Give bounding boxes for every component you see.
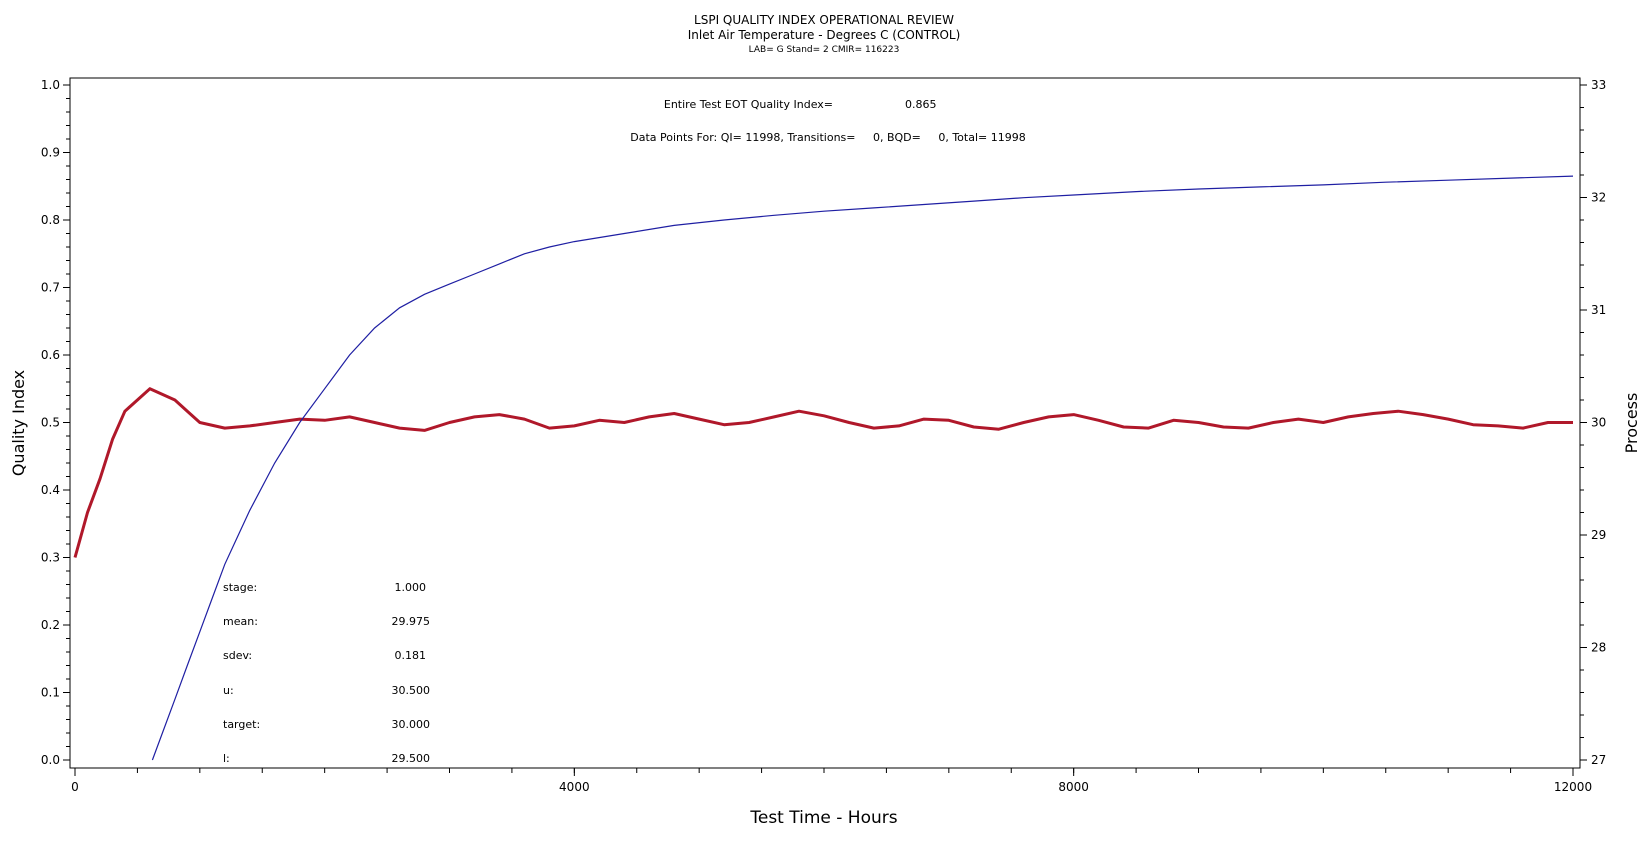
stat-label: stage: (223, 581, 257, 594)
y-right-axis-label: Process (1622, 393, 1641, 454)
chart-subtitle-2: LAB= G Stand= 2 CMIR= 116223 (749, 45, 900, 55)
y-left-tick-label: 0.5 (41, 416, 60, 430)
stat-value: 29.975 (392, 615, 431, 628)
x-tick-label: 0 (71, 780, 79, 794)
y-left-tick-label: 0.7 (41, 281, 60, 295)
eot-quality-label: Entire Test EOT Quality Index= (664, 98, 833, 111)
y-right-tick-label: 32 (1591, 191, 1606, 205)
eot-quality-value: 0.865 (905, 98, 937, 111)
stat-value: 0.181 (395, 649, 427, 662)
y-right-tick-label: 27 (1591, 753, 1606, 767)
stat-label: target: (223, 718, 260, 731)
series-process-line (73, 387, 1573, 558)
series-quality-index-line (151, 175, 1574, 761)
y-left-tick-label: 0.4 (41, 483, 60, 497)
chart-subtitle: Inlet Air Temperature - Degrees C (CONTR… (688, 28, 961, 42)
y-right-tick-label: 33 (1591, 78, 1606, 92)
chart-title: LSPI QUALITY INDEX OPERATIONAL REVIEW (694, 13, 954, 27)
stat-label: u: (223, 684, 234, 697)
x-tick-label: 8000 (1058, 780, 1089, 794)
y-left-axis-label: Quality Index (9, 370, 28, 476)
stat-value: 30.500 (392, 684, 431, 697)
y-left-tick-label: 0.2 (41, 618, 60, 632)
y-right-tick-label: 31 (1591, 303, 1606, 317)
y-right-tick-label: 29 (1591, 528, 1606, 542)
stat-value: 30.000 (392, 718, 431, 731)
x-axis-label: Test Time - Hours (749, 808, 897, 828)
plot-area (69, 77, 1581, 769)
y-left-tick-label: 0.8 (41, 213, 60, 227)
stat-label: sdev: (223, 649, 252, 662)
datapoints-annotation: Data Points For: QI= 11998, Transitions=… (630, 131, 1025, 144)
y-left-tick-label: 0.0 (41, 753, 60, 767)
y-right-tick-label: 28 (1591, 641, 1606, 655)
stat-label: l: (223, 752, 230, 765)
x-axis-ticks: 0 4000 8000 12000 (71, 768, 1592, 794)
stats-block: stage: 1.000 mean: 29.975 sdev: 0.181 u:… (223, 581, 430, 765)
x-tick-label: 12000 (1554, 780, 1592, 794)
y-left-tick-label: 0.3 (41, 551, 60, 565)
stat-label: mean: (223, 615, 258, 628)
y-left-tick-label: 0.6 (41, 348, 60, 362)
stat-value: 1.000 (395, 581, 427, 594)
y-left-tick-label: 0.1 (41, 686, 60, 700)
y-left-axis-ticks: 0.0 0.1 0.2 0.3 0.4 0.5 0.6 0.7 0.8 0.9 1.0 (41, 78, 70, 767)
stat-value: 29.500 (392, 752, 431, 765)
y-right-tick-label: 30 (1591, 416, 1606, 430)
y-left-tick-label: 0.9 (41, 146, 60, 160)
y-left-tick-label: 1.0 (41, 78, 60, 92)
x-tick-label: 4000 (559, 780, 590, 794)
y-right-axis-ticks: 27 28 29 30 31 32 33 (1580, 78, 1606, 767)
